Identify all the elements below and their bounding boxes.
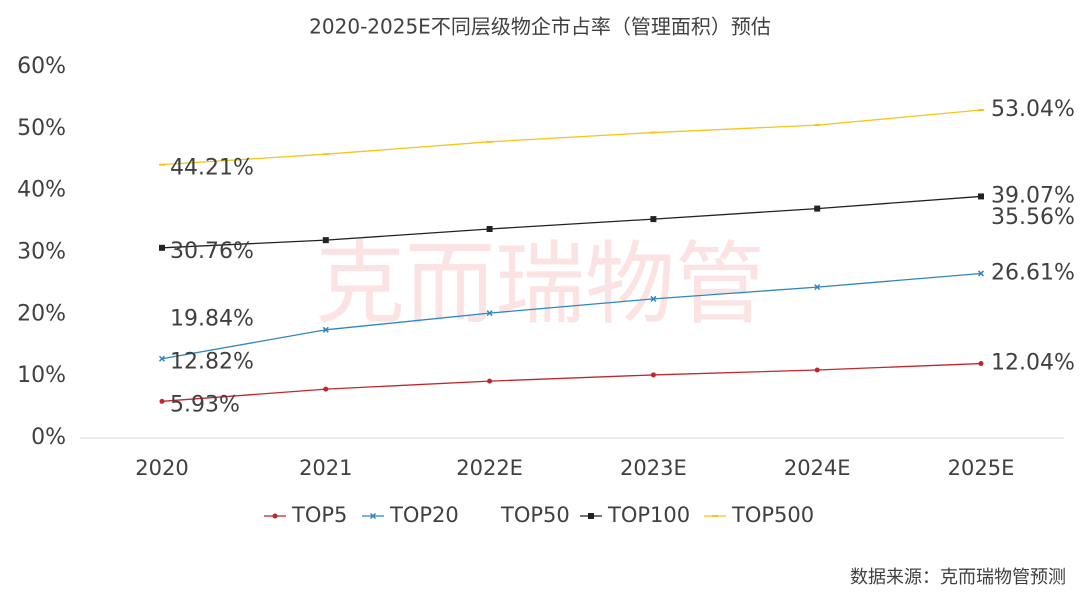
data-point bbox=[814, 367, 820, 373]
x-tick-label: 2025E bbox=[948, 456, 1015, 480]
legend-marker bbox=[272, 513, 278, 519]
x-tick-label: 2022E bbox=[456, 456, 523, 480]
data-point bbox=[978, 361, 984, 367]
data-point bbox=[322, 237, 329, 244]
data-point bbox=[160, 313, 164, 317]
legend-label: TOP20 bbox=[389, 503, 459, 527]
data-label: 26.61% bbox=[991, 260, 1075, 285]
data-point bbox=[978, 109, 984, 112]
legend-label: TOP500 bbox=[731, 503, 814, 527]
data-label: 35.56% bbox=[991, 205, 1075, 230]
data-point bbox=[486, 310, 493, 317]
data-label: 30.76% bbox=[170, 239, 254, 264]
data-point bbox=[322, 326, 329, 333]
data-point bbox=[650, 295, 657, 302]
legend-marker bbox=[588, 513, 594, 519]
series-line bbox=[161, 109, 982, 166]
legend-label: TOP5 bbox=[291, 503, 347, 527]
legend-marker bbox=[369, 512, 377, 520]
y-tick-label: 20% bbox=[17, 301, 66, 326]
data-label: 53.04% bbox=[991, 97, 1075, 122]
y-tick-label: 40% bbox=[17, 178, 66, 203]
data-point bbox=[159, 398, 165, 404]
watermark: 克而瑞物管 bbox=[315, 232, 765, 337]
data-point bbox=[323, 386, 329, 392]
series-line bbox=[161, 362, 982, 402]
data-point bbox=[487, 378, 493, 384]
data-point bbox=[978, 193, 984, 200]
data-point bbox=[814, 284, 821, 291]
data-point bbox=[486, 140, 493, 143]
x-tick-label: 2023E bbox=[620, 456, 687, 480]
x-tick-label: 2020 bbox=[135, 456, 188, 480]
source-note: 数据来源：克而瑞物管预测 bbox=[850, 567, 1066, 588]
chart-title: 2020-2025E不同层级物企市占率（管理面积）预估 bbox=[309, 15, 771, 39]
y-tick-label: 0% bbox=[31, 425, 66, 450]
data-point bbox=[486, 226, 493, 233]
legend-marker bbox=[712, 515, 718, 517]
data-point bbox=[650, 131, 657, 134]
data-point bbox=[159, 163, 165, 166]
series-line bbox=[161, 195, 982, 249]
x-tick-label: 2021 bbox=[299, 456, 352, 480]
data-label: 19.84% bbox=[170, 306, 254, 331]
legend-label: TOP50 bbox=[500, 503, 570, 527]
y-tick-label: 10% bbox=[17, 363, 66, 388]
data-point bbox=[159, 244, 165, 251]
data-label: 12.82% bbox=[170, 350, 254, 375]
data-point bbox=[650, 372, 656, 378]
data-point bbox=[979, 216, 983, 220]
series-line bbox=[161, 272, 982, 360]
data-point bbox=[814, 124, 821, 127]
data-label: 44.21% bbox=[170, 156, 254, 181]
x-tick-label: 2024E bbox=[784, 456, 851, 480]
y-tick-label: 50% bbox=[17, 116, 66, 141]
data-label: 5.93% bbox=[170, 392, 240, 417]
data-point bbox=[650, 216, 657, 223]
data-point bbox=[814, 205, 821, 212]
data-label: 39.07% bbox=[991, 183, 1075, 208]
data-point bbox=[158, 355, 166, 362]
data-point bbox=[977, 270, 985, 277]
y-tick-label: 60% bbox=[17, 54, 66, 79]
y-tick-label: 30% bbox=[17, 240, 66, 265]
data-point bbox=[322, 153, 329, 156]
legend-label: TOP100 bbox=[607, 503, 690, 527]
data-label: 12.04% bbox=[991, 351, 1075, 376]
